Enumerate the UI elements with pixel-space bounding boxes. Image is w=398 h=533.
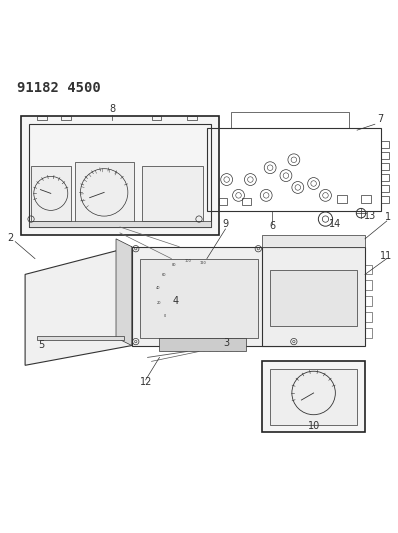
Bar [381,196,389,203]
Text: 20: 20 [156,301,161,305]
Bar [381,152,389,159]
Bar [381,163,389,170]
Bar [160,337,246,351]
Bar [365,264,372,274]
Polygon shape [25,247,132,365]
Bar [361,196,371,203]
Text: 3: 3 [224,337,230,348]
Bar [142,166,203,221]
Text: 10: 10 [308,421,320,431]
Bar [21,116,219,235]
Text: 80: 80 [172,263,177,267]
Bar [29,221,211,227]
Bar [262,247,365,345]
Bar [381,174,389,181]
Bar [262,235,365,247]
Bar [365,312,372,322]
Text: 100: 100 [185,259,191,263]
Text: 91182 4500: 91182 4500 [17,80,101,95]
Bar [152,116,162,120]
Text: 5: 5 [38,340,44,350]
Bar [219,198,227,205]
Bar [365,328,372,337]
Text: 9: 9 [222,219,228,229]
Bar [37,336,124,340]
Bar [365,280,372,290]
Text: 0: 0 [164,314,166,318]
Polygon shape [116,239,132,345]
Bar [270,369,357,425]
Bar [31,166,70,221]
Text: 1: 1 [384,212,391,222]
Bar [242,198,251,205]
Text: 13: 13 [364,211,377,221]
Bar [60,116,70,120]
Bar [230,112,349,128]
Text: 12: 12 [139,377,152,387]
Bar [262,361,365,432]
Text: 120: 120 [199,261,206,264]
Bar [338,196,347,203]
Text: 2: 2 [7,233,13,243]
Text: 4: 4 [172,296,178,306]
Bar [381,141,389,148]
Text: 40: 40 [156,286,160,290]
Text: 14: 14 [329,219,341,229]
Text: 7: 7 [377,114,383,124]
Bar [132,247,298,345]
Text: 60: 60 [161,273,166,277]
Text: 8: 8 [109,104,115,115]
Bar [270,270,357,326]
Bar [29,124,211,227]
Text: 11: 11 [380,251,393,261]
Bar [365,296,372,306]
Bar [140,259,258,337]
Bar [37,116,47,120]
Bar [74,162,134,223]
Text: 6: 6 [269,221,275,231]
Bar [381,185,389,192]
Bar [187,116,197,120]
Bar [207,128,381,211]
